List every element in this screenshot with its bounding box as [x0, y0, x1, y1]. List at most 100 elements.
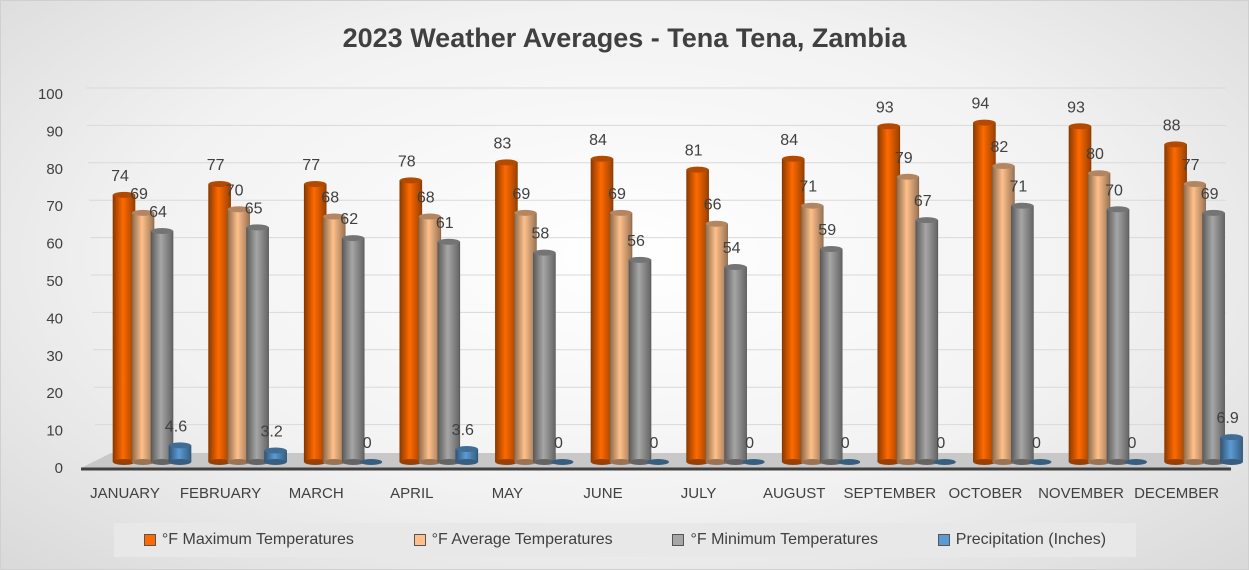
data-label: 67 — [914, 193, 932, 210]
bar-base — [705, 459, 728, 465]
data-label: 56 — [627, 233, 645, 250]
legend-swatch — [937, 534, 950, 546]
legend: °F Maximum Temperatures °F Average Temper… — [114, 523, 1136, 557]
bar-cap — [495, 159, 518, 166]
x-tick-label: MARCH — [289, 485, 344, 502]
bar-base — [418, 459, 441, 465]
bar-cap — [1164, 141, 1187, 148]
data-label: 4.6 — [165, 418, 187, 435]
data-label: 6.9 — [1216, 410, 1238, 427]
bar-cap — [169, 442, 191, 449]
legend-swatch — [413, 534, 426, 546]
data-label: 59 — [818, 222, 836, 239]
x-tick-label: JUNE — [583, 485, 622, 502]
bar-base — [151, 459, 173, 465]
bar — [915, 219, 939, 463]
x-tick-label: AUGUST — [763, 485, 826, 502]
bar — [1011, 205, 1034, 463]
x-tick-label: NOVEMBER — [1038, 485, 1124, 502]
bar — [724, 266, 747, 463]
bar-base — [838, 459, 861, 465]
bar-cap — [113, 191, 135, 198]
bar-base — [304, 459, 327, 465]
bar-cap — [1107, 206, 1129, 213]
bar-cap — [1202, 209, 1225, 216]
bar-cap — [342, 235, 365, 242]
bar-cap — [246, 224, 269, 231]
data-label: 74 — [111, 168, 129, 185]
bar-base — [1125, 459, 1147, 465]
bar-cap — [724, 264, 747, 271]
x-tick-label: JANUARY — [90, 485, 160, 502]
bar-base — [323, 459, 346, 465]
data-label: 61 — [436, 215, 454, 232]
bar — [227, 209, 250, 463]
bar-base — [264, 459, 287, 465]
bar-cap — [629, 256, 651, 263]
bar-cap — [820, 246, 843, 253]
bar-cap — [208, 181, 231, 188]
bar-cap — [896, 173, 919, 180]
bar-cap — [1183, 181, 1206, 188]
bar-cap — [1088, 170, 1110, 177]
legend-label: °F Average Temperatures — [431, 531, 613, 548]
bar-base — [514, 459, 537, 465]
data-label: 77 — [207, 157, 225, 174]
data-label: 69 — [608, 186, 626, 203]
bar-cap — [264, 447, 287, 454]
data-label: 0 — [1128, 435, 1137, 452]
bar-base — [591, 459, 613, 465]
bar-base — [1011, 459, 1034, 465]
y-tick-label: 70 — [46, 198, 63, 215]
bar-cap — [1069, 123, 1091, 130]
bar — [1087, 172, 1111, 463]
bar-cap — [1220, 434, 1243, 441]
bar-base — [246, 459, 269, 465]
data-label: 0 — [936, 435, 945, 452]
bar — [208, 183, 231, 463]
data-label: 84 — [780, 132, 798, 149]
bar-base — [533, 459, 556, 465]
bar — [112, 194, 136, 463]
bar — [131, 212, 155, 463]
bar-cap — [399, 177, 422, 184]
bar-cap — [418, 213, 441, 220]
data-label: 77 — [302, 157, 320, 174]
bar — [1068, 125, 1092, 463]
x-tick-label: APRIL — [390, 485, 433, 502]
y-tick-label: 20 — [46, 385, 63, 402]
bar-base — [629, 459, 651, 465]
data-label: 84 — [589, 132, 607, 149]
bar-base — [1069, 459, 1091, 465]
bar-cap — [151, 227, 173, 234]
bar-base — [782, 459, 805, 465]
bar-base — [1088, 459, 1110, 465]
bar-base — [360, 459, 383, 465]
data-label: 82 — [991, 139, 1009, 156]
y-tick-label: 80 — [46, 161, 63, 178]
data-label: 68 — [321, 190, 339, 207]
data-label: 81 — [685, 143, 703, 160]
bar-cap — [915, 217, 938, 224]
bar-base — [455, 459, 478, 465]
data-label: 0 — [554, 435, 563, 452]
data-label: 3.6 — [452, 422, 474, 439]
data-label: 94 — [972, 96, 990, 113]
data-label: 78 — [398, 153, 416, 170]
data-label: 77 — [1182, 157, 1200, 174]
y-tick-label: 100 — [38, 86, 63, 103]
bar-base — [801, 459, 824, 465]
data-label: 65 — [245, 200, 263, 217]
data-label: 93 — [876, 99, 894, 116]
x-tick-label: MAY — [492, 485, 523, 502]
bar-cap — [801, 202, 824, 209]
y-tick-label: 10 — [46, 423, 63, 440]
data-label: 69 — [1201, 186, 1219, 203]
bar-base — [551, 459, 574, 465]
bar-base — [896, 459, 919, 465]
data-label: 0 — [1032, 435, 1041, 452]
bar-base — [495, 459, 518, 465]
x-tick-label: DECEMBER — [1134, 485, 1219, 502]
